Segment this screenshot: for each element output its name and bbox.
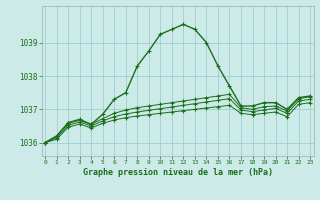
X-axis label: Graphe pression niveau de la mer (hPa): Graphe pression niveau de la mer (hPa) [83,168,273,177]
